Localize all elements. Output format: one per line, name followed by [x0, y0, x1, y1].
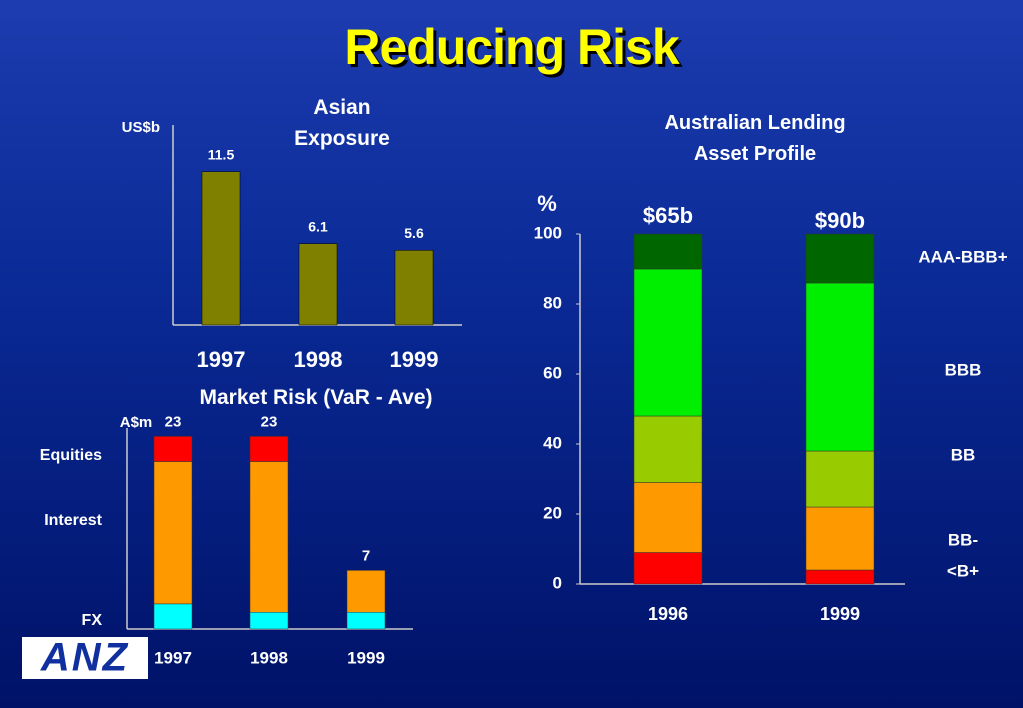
value-label: 11.5 [208, 146, 235, 162]
bar-segment [346, 612, 386, 630]
bar-segment [249, 436, 289, 462]
series-label: Equities [40, 447, 102, 464]
bar [298, 243, 338, 326]
chart-title: Market Risk (VaR - Ave) [199, 386, 433, 409]
y-axis-label: US$b [122, 119, 160, 136]
bar-segment [633, 415, 703, 483]
x-tick-label: 1998 [294, 347, 343, 372]
y-tick-label: 100 [534, 223, 562, 242]
chart-title: Australian Lending Asset Profile [664, 112, 846, 165]
bar-segment [153, 603, 193, 630]
slide-title: Reducing Risk [344, 19, 679, 75]
y-tick-label: 60 [543, 363, 562, 382]
y-tick-label: 20 [543, 503, 562, 522]
bar-segment [633, 268, 703, 417]
bar-segment [633, 482, 703, 553]
bar-segment [633, 552, 703, 585]
x-tick-label: 1997 [197, 347, 246, 372]
bar-segment [805, 569, 875, 585]
series-label: AAA-BBB+ [918, 247, 1007, 266]
series-label: BB [951, 445, 976, 464]
y-axis-label: A$m [120, 414, 153, 431]
bar-segment [805, 282, 875, 452]
total-label: 23 [165, 413, 182, 430]
x-tick-label: 1997 [154, 648, 192, 667]
bar-segment [153, 436, 193, 462]
y-tick-label: 0 [553, 573, 562, 592]
x-tick-label: 1999 [820, 604, 860, 624]
series-label: BBB [945, 360, 982, 379]
y-axis-label: % [537, 191, 557, 216]
bar [394, 250, 434, 326]
bar-segment [633, 233, 703, 270]
x-tick-label: 1999 [347, 648, 385, 667]
series-label: BB- [948, 530, 978, 549]
bar-label: $90b [815, 208, 865, 233]
bar-segment [346, 570, 386, 613]
bar [201, 171, 241, 326]
series-label: Interest [44, 512, 102, 529]
bar-segment [249, 461, 289, 613]
x-tick-label: 1999 [390, 347, 439, 372]
bar-segment [805, 506, 875, 571]
y-tick-label: 80 [543, 293, 562, 312]
y-tick-label: 40 [543, 433, 562, 452]
bar-label: $65b [643, 203, 693, 228]
x-tick-label: 1996 [648, 604, 688, 624]
bar-segment [153, 461, 193, 605]
chart-title: Asian Exposure [294, 96, 390, 150]
logo: ANZ [40, 636, 129, 680]
logo-box [22, 637, 148, 679]
series-label: FX [82, 612, 103, 629]
total-label: 23 [261, 413, 278, 430]
series-label: <B+ [947, 561, 979, 580]
bar-segment [805, 450, 875, 508]
bar-segment [249, 612, 289, 630]
x-tick-label: 1998 [250, 648, 288, 667]
bar-segment [805, 233, 875, 284]
total-label: 7 [362, 547, 370, 564]
value-label: 5.6 [404, 225, 424, 241]
value-label: 6.1 [308, 218, 328, 234]
